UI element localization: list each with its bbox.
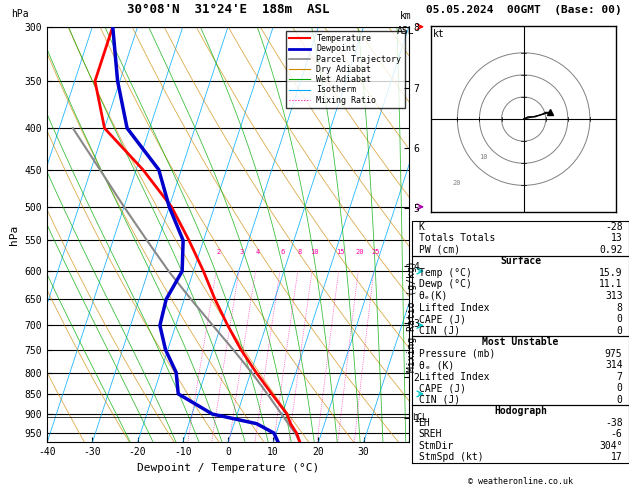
Text: Totals Totals: Totals Totals — [418, 233, 495, 243]
Text: LCL: LCL — [413, 413, 428, 422]
Text: 314: 314 — [605, 360, 623, 370]
Text: 20: 20 — [356, 249, 364, 255]
Legend: Temperature, Dewpoint, Parcel Trajectory, Dry Adiabat, Wet Adiabat, Isotherm, Mi: Temperature, Dewpoint, Parcel Trajectory… — [286, 31, 404, 108]
Text: -6: -6 — [611, 429, 623, 439]
Text: kt: kt — [433, 29, 445, 39]
Text: 30°08'N  31°24'E  188m  ASL: 30°08'N 31°24'E 188m ASL — [127, 3, 329, 16]
Text: Hodograph: Hodograph — [494, 406, 547, 416]
Text: CAPE (J): CAPE (J) — [418, 314, 465, 324]
Text: -28: -28 — [605, 222, 623, 232]
Text: CIN (J): CIN (J) — [418, 326, 460, 335]
Text: 0: 0 — [616, 326, 623, 335]
Text: θₑ(K): θₑ(K) — [418, 291, 448, 301]
Text: 6: 6 — [280, 249, 284, 255]
Text: 15.9: 15.9 — [599, 268, 623, 278]
Text: 304°: 304° — [599, 441, 623, 451]
Text: 0: 0 — [616, 395, 623, 405]
Text: km: km — [400, 12, 411, 21]
Text: © weatheronline.co.uk: © weatheronline.co.uk — [468, 477, 573, 486]
Y-axis label: hPa: hPa — [9, 225, 19, 244]
Text: 0: 0 — [616, 383, 623, 393]
Text: 8: 8 — [298, 249, 302, 255]
Text: 4: 4 — [256, 249, 260, 255]
Text: 10: 10 — [310, 249, 318, 255]
Text: 2: 2 — [217, 249, 221, 255]
Text: Lifted Index: Lifted Index — [418, 302, 489, 312]
Text: 13: 13 — [611, 233, 623, 243]
Text: 313: 313 — [605, 291, 623, 301]
Text: 05.05.2024  00GMT  (Base: 00): 05.05.2024 00GMT (Base: 00) — [426, 5, 621, 15]
Text: 0.92: 0.92 — [599, 245, 623, 255]
Text: EH: EH — [418, 417, 430, 428]
Text: θₑ (K): θₑ (K) — [418, 360, 454, 370]
Text: 7: 7 — [616, 372, 623, 382]
Text: Surface: Surface — [500, 257, 541, 266]
Text: Dewp (°C): Dewp (°C) — [418, 279, 471, 290]
Text: 3: 3 — [239, 249, 243, 255]
Text: K: K — [418, 222, 425, 232]
Text: 25: 25 — [371, 249, 380, 255]
Text: 15: 15 — [337, 249, 345, 255]
Text: CIN (J): CIN (J) — [418, 395, 460, 405]
Text: Mixing Ratio (g/kg): Mixing Ratio (g/kg) — [407, 260, 417, 372]
Text: StmDir: StmDir — [418, 441, 454, 451]
Text: -38: -38 — [605, 417, 623, 428]
Text: Pressure (mb): Pressure (mb) — [418, 348, 495, 359]
Text: 975: 975 — [605, 348, 623, 359]
Text: PW (cm): PW (cm) — [418, 245, 460, 255]
Text: 11.1: 11.1 — [599, 279, 623, 290]
Text: 8: 8 — [616, 302, 623, 312]
Text: SREH: SREH — [418, 429, 442, 439]
Text: hPa: hPa — [11, 9, 29, 19]
Text: 10: 10 — [479, 154, 488, 160]
Text: CAPE (J): CAPE (J) — [418, 383, 465, 393]
Text: StmSpd (kt): StmSpd (kt) — [418, 452, 483, 462]
Text: 20: 20 — [453, 180, 462, 186]
Text: Temp (°C): Temp (°C) — [418, 268, 471, 278]
Text: ASL: ASL — [397, 26, 415, 36]
Text: Lifted Index: Lifted Index — [418, 372, 489, 382]
Text: Most Unstable: Most Unstable — [482, 337, 559, 347]
X-axis label: Dewpoint / Temperature (°C): Dewpoint / Temperature (°C) — [137, 463, 319, 473]
Text: 17: 17 — [611, 452, 623, 462]
Text: 0: 0 — [616, 314, 623, 324]
